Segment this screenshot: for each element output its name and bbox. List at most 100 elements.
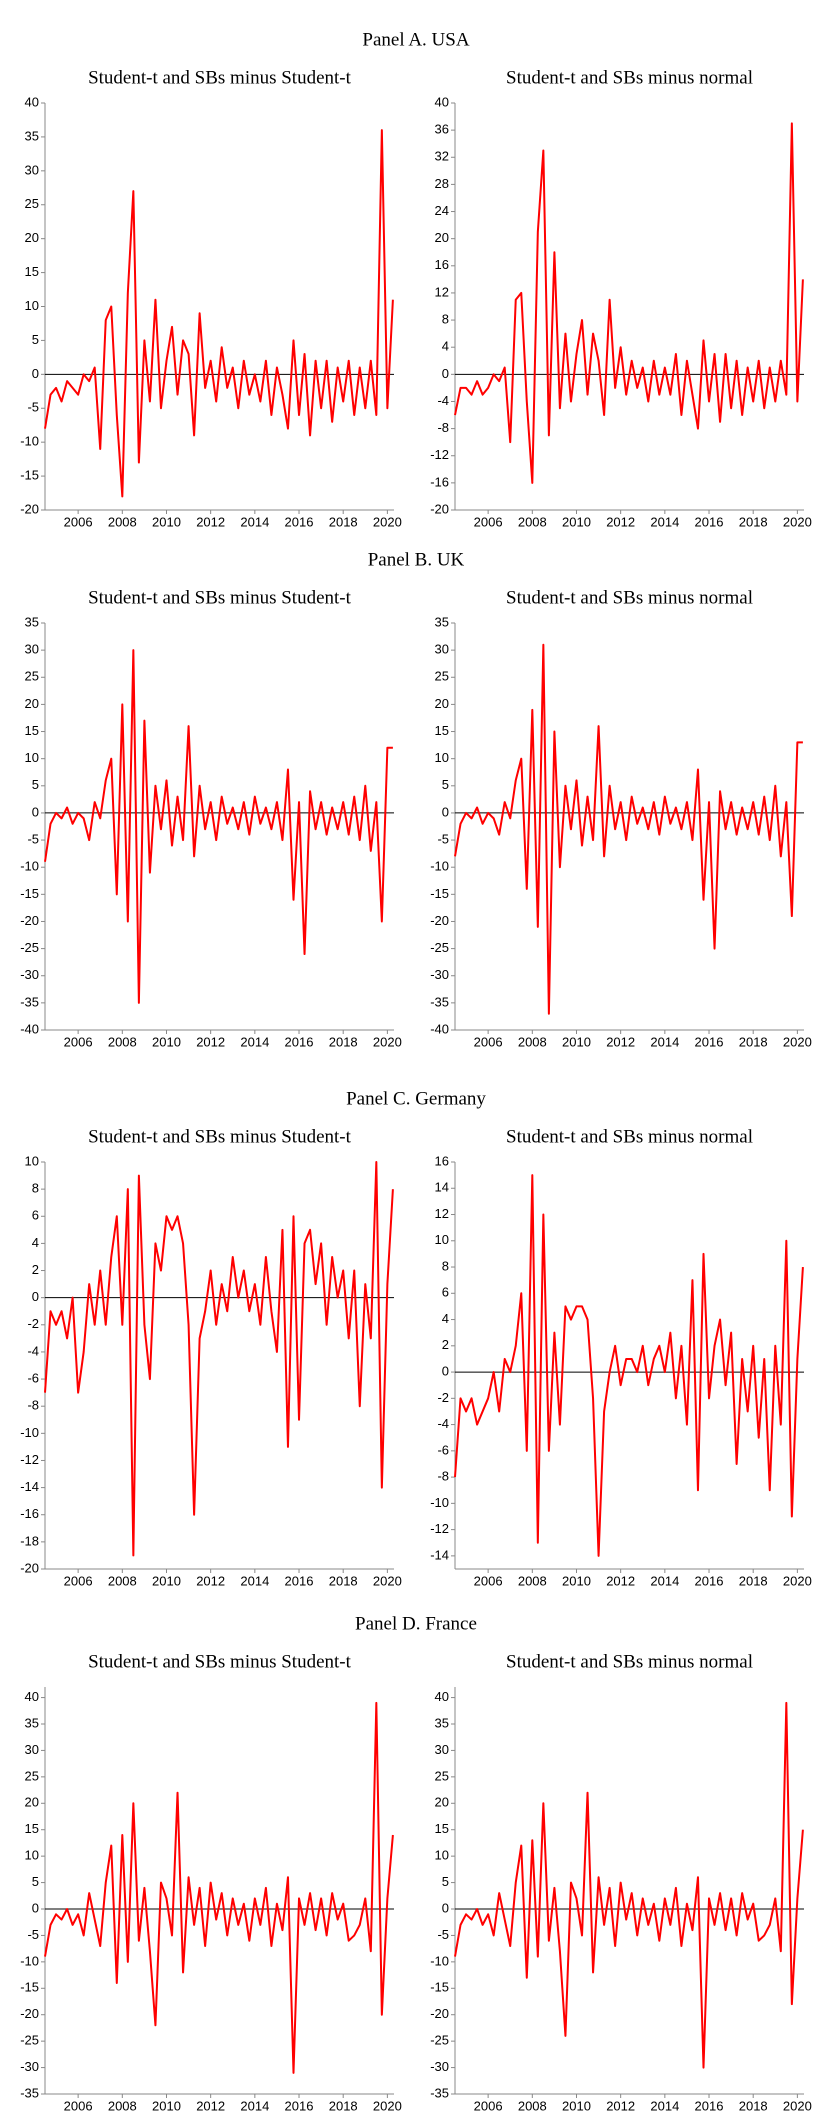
- x-tick-label: 2010: [562, 514, 591, 529]
- y-tick-label: 25: [435, 1768, 449, 1783]
- data-line: [454, 122, 804, 484]
- y-tick-label: -5: [27, 400, 39, 415]
- y-tick-label: -15: [20, 886, 39, 901]
- panel-title: Panel C. Germany: [346, 1088, 486, 1109]
- x-tick-label: 2010: [152, 1573, 181, 1588]
- x-tick-label: 2008: [518, 1573, 547, 1588]
- data-line: [454, 1701, 804, 2069]
- x-tick-label: 2014: [240, 514, 269, 529]
- y-tick-label: -4: [27, 1343, 39, 1358]
- x-tick-label: 2012: [606, 1573, 635, 1588]
- x-tick-label: 2010: [152, 2098, 181, 2113]
- x-tick-label: 2016: [695, 2098, 724, 2113]
- x-tick-label: 2018: [329, 1573, 358, 1588]
- x-tick-label: 2018: [739, 1034, 768, 1049]
- y-tick-label: -8: [437, 1469, 449, 1484]
- x-tick-label: 2012: [196, 514, 225, 529]
- x-tick-label: 2010: [562, 2098, 591, 2113]
- x-tick-label: 2020: [783, 1034, 812, 1049]
- x-tick-label: 2008: [108, 1034, 137, 1049]
- x-tick-label: 2018: [739, 1573, 768, 1588]
- x-tick-label: 2008: [108, 1573, 137, 1588]
- x-tick-label: 2020: [783, 1573, 812, 1588]
- y-tick-label: -25: [20, 2033, 39, 2048]
- x-tick-label: 2016: [285, 1034, 314, 1049]
- data-line: [44, 649, 393, 1004]
- y-tick-label: -35: [430, 2085, 449, 2100]
- x-tick-label: 2016: [695, 1034, 724, 1049]
- x-tick-label: 2010: [152, 514, 181, 529]
- y-tick-label: 8: [442, 312, 449, 327]
- chart-title: Student-t and SBs minus normal: [506, 1126, 753, 1147]
- x-tick-label: 2012: [196, 2098, 225, 2113]
- x-tick-label: 2008: [518, 2098, 547, 2113]
- y-tick-label: -35: [20, 2085, 39, 2100]
- x-tick-label: 2006: [64, 1573, 93, 1588]
- x-tick-label: 2012: [606, 2098, 635, 2113]
- y-tick-label: -5: [27, 832, 39, 847]
- x-tick-label: 2018: [739, 2098, 768, 2113]
- y-tick-label: 30: [435, 642, 449, 657]
- x-tick-label: 2014: [240, 1573, 269, 1588]
- y-tick-label: -2: [27, 1316, 39, 1331]
- y-tick-label: 10: [435, 750, 449, 765]
- y-tick-label: 40: [25, 94, 39, 109]
- y-tick-label: 6: [442, 1285, 449, 1300]
- y-tick-label: 0: [32, 1289, 39, 1304]
- x-tick-label: 2014: [650, 2098, 679, 2113]
- y-tick-label: -10: [20, 1953, 39, 1968]
- chart-title: Student-t and SBs minus normal: [506, 1651, 753, 1672]
- y-tick-label: 40: [435, 94, 449, 109]
- y-tick-label: -25: [430, 2033, 449, 2048]
- y-tick-label: 5: [32, 1874, 39, 1889]
- y-tick-label: 16: [435, 257, 449, 272]
- y-tick-label: 15: [435, 1821, 449, 1836]
- y-tick-label: -18: [20, 1533, 39, 1548]
- y-tick-label: -30: [430, 2059, 449, 2074]
- y-tick-label: 15: [25, 1821, 39, 1836]
- x-tick-label: 2008: [108, 514, 137, 529]
- y-tick-label: -8: [27, 1398, 39, 1413]
- y-tick-label: 35: [25, 1715, 39, 1730]
- x-tick-label: 2008: [518, 1034, 547, 1049]
- y-tick-label: 25: [25, 196, 39, 211]
- y-tick-label: 40: [435, 1689, 449, 1704]
- x-tick-label: 2014: [650, 1573, 679, 1588]
- y-tick-label: -15: [430, 886, 449, 901]
- y-tick-label: -10: [430, 859, 449, 874]
- y-tick-label: 20: [25, 696, 39, 711]
- y-tick-label: 30: [25, 162, 39, 177]
- data-line: [454, 1174, 804, 1557]
- data-line: [454, 643, 803, 1015]
- y-tick-label: -20: [20, 913, 39, 928]
- y-tick-label: -10: [20, 859, 39, 874]
- y-tick-label: 0: [442, 804, 449, 819]
- x-tick-label: 2006: [474, 514, 503, 529]
- y-tick-label: -14: [20, 1479, 39, 1494]
- chart-title: Student-t and SBs minus Student-t: [88, 587, 352, 608]
- y-tick-label: 4: [442, 1311, 449, 1326]
- y-tick-label: -20: [20, 1560, 39, 1575]
- x-tick-label: 2014: [650, 514, 679, 529]
- y-tick-label: 30: [25, 1742, 39, 1757]
- y-tick-label: 25: [25, 1768, 39, 1783]
- y-tick-label: -6: [27, 1371, 39, 1386]
- y-tick-label: 5: [32, 777, 39, 792]
- x-tick-label: 2016: [285, 2098, 314, 2113]
- y-tick-label: -6: [437, 1442, 449, 1457]
- y-tick-label: -20: [20, 501, 39, 516]
- y-tick-label: 30: [25, 642, 39, 657]
- x-tick-label: 2020: [373, 1034, 402, 1049]
- x-tick-label: 2020: [783, 2098, 812, 2113]
- y-tick-label: 15: [25, 264, 39, 279]
- x-tick-label: 2006: [64, 1034, 93, 1049]
- y-tick-label: 8: [32, 1181, 39, 1196]
- x-tick-label: 2018: [329, 2098, 358, 2113]
- y-tick-label: -15: [430, 1980, 449, 1995]
- y-tick-label: 10: [25, 1153, 39, 1168]
- y-tick-label: -2: [437, 1390, 449, 1405]
- y-tick-label: 12: [435, 284, 449, 299]
- y-tick-label: -35: [20, 994, 39, 1009]
- x-tick-label: 2018: [739, 514, 768, 529]
